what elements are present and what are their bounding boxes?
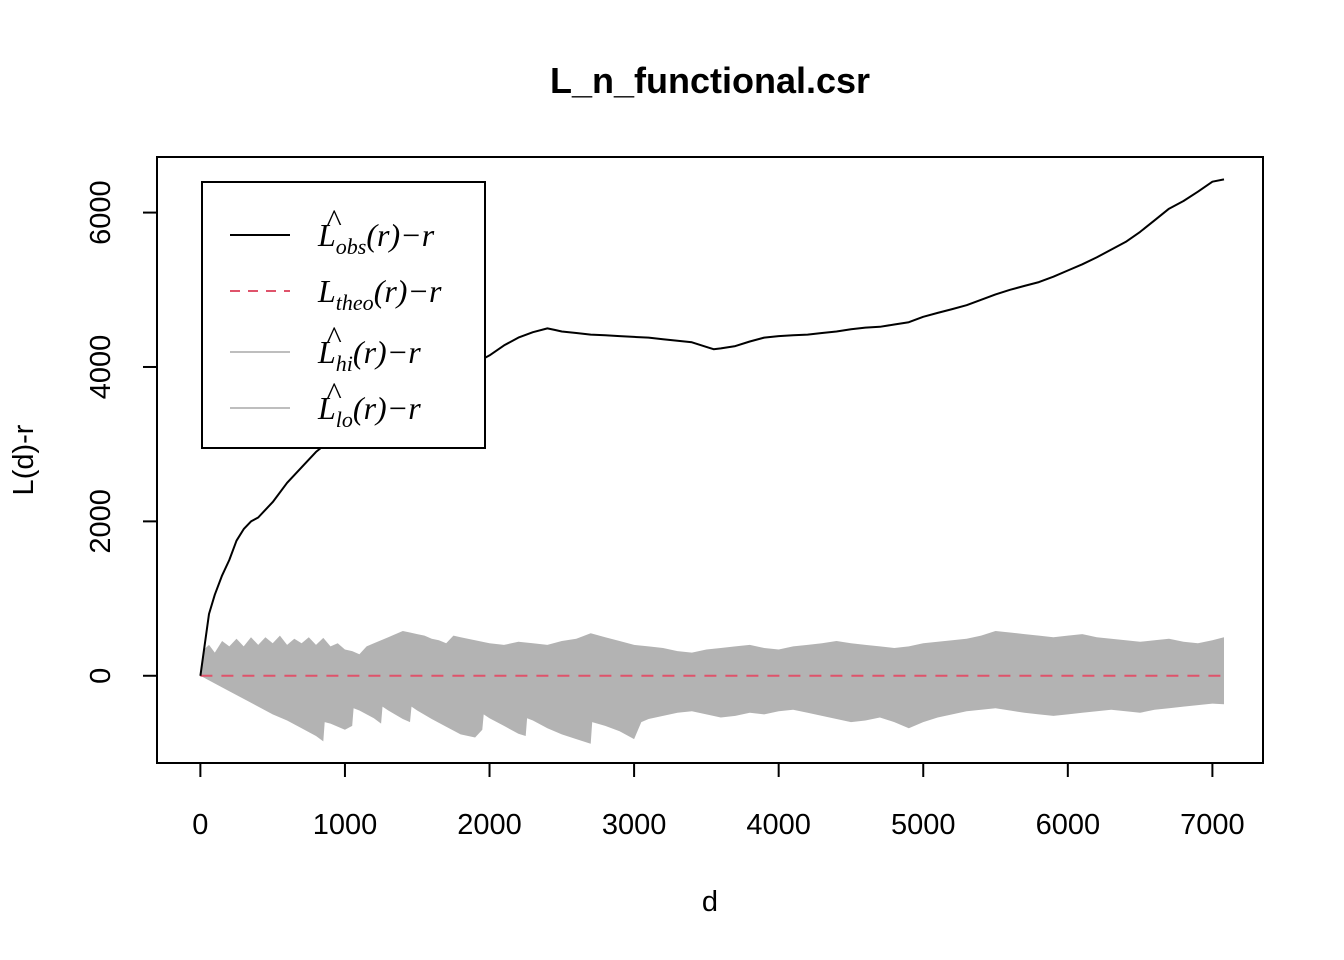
y-tick-label: 2000 xyxy=(85,489,117,554)
legend-label: Llo(r)−r xyxy=(317,390,421,432)
legend-hat: ^ xyxy=(326,375,342,411)
legend-hat: ^ xyxy=(326,202,342,238)
legend-hat: ^ xyxy=(326,319,342,355)
y-tick-label: 6000 xyxy=(85,180,117,245)
observed-line xyxy=(199,178,1225,676)
legend-box xyxy=(201,181,486,449)
x-tick-label: 0 xyxy=(192,809,208,841)
legend-entry-theo: Ltheo(r)−r xyxy=(230,273,442,315)
legend-entry-hi: Lhi(r)−r^ xyxy=(230,319,421,376)
plot-area xyxy=(199,178,1225,744)
simulation-envelope xyxy=(200,631,1224,744)
legend-label: Ltheo(r)−r xyxy=(317,273,442,315)
chart-title: L_n_functional.csr xyxy=(550,60,870,101)
x-tick-label: 7000 xyxy=(1180,809,1245,841)
x-tick-label: 2000 xyxy=(457,809,522,841)
x-tick-label: 3000 xyxy=(602,809,667,841)
y-axis: 0 2000 4000 6000 xyxy=(85,180,158,684)
legend-entry-lo: Llo(r)−r^ xyxy=(230,375,421,432)
legend-label: Lhi(r)−r xyxy=(317,334,421,376)
x-tick-label: 4000 xyxy=(746,809,811,841)
x-tick-label: 5000 xyxy=(891,809,956,841)
y-tick-label: 0 xyxy=(85,668,117,684)
y-tick-label: 4000 xyxy=(85,335,117,400)
legend-entry-obs: Lobs(r)−r^ xyxy=(230,202,435,259)
x-axis-label: d xyxy=(702,886,718,918)
legend-label: Lobs(r)−r xyxy=(317,217,435,259)
x-tick-label: 6000 xyxy=(1036,809,1101,841)
y-axis-label: L(d)-r xyxy=(8,424,40,495)
x-tick-label: 1000 xyxy=(313,809,378,841)
x-axis: 0 1000 2000 3000 4000 5000 6000 7000 xyxy=(192,762,1245,841)
